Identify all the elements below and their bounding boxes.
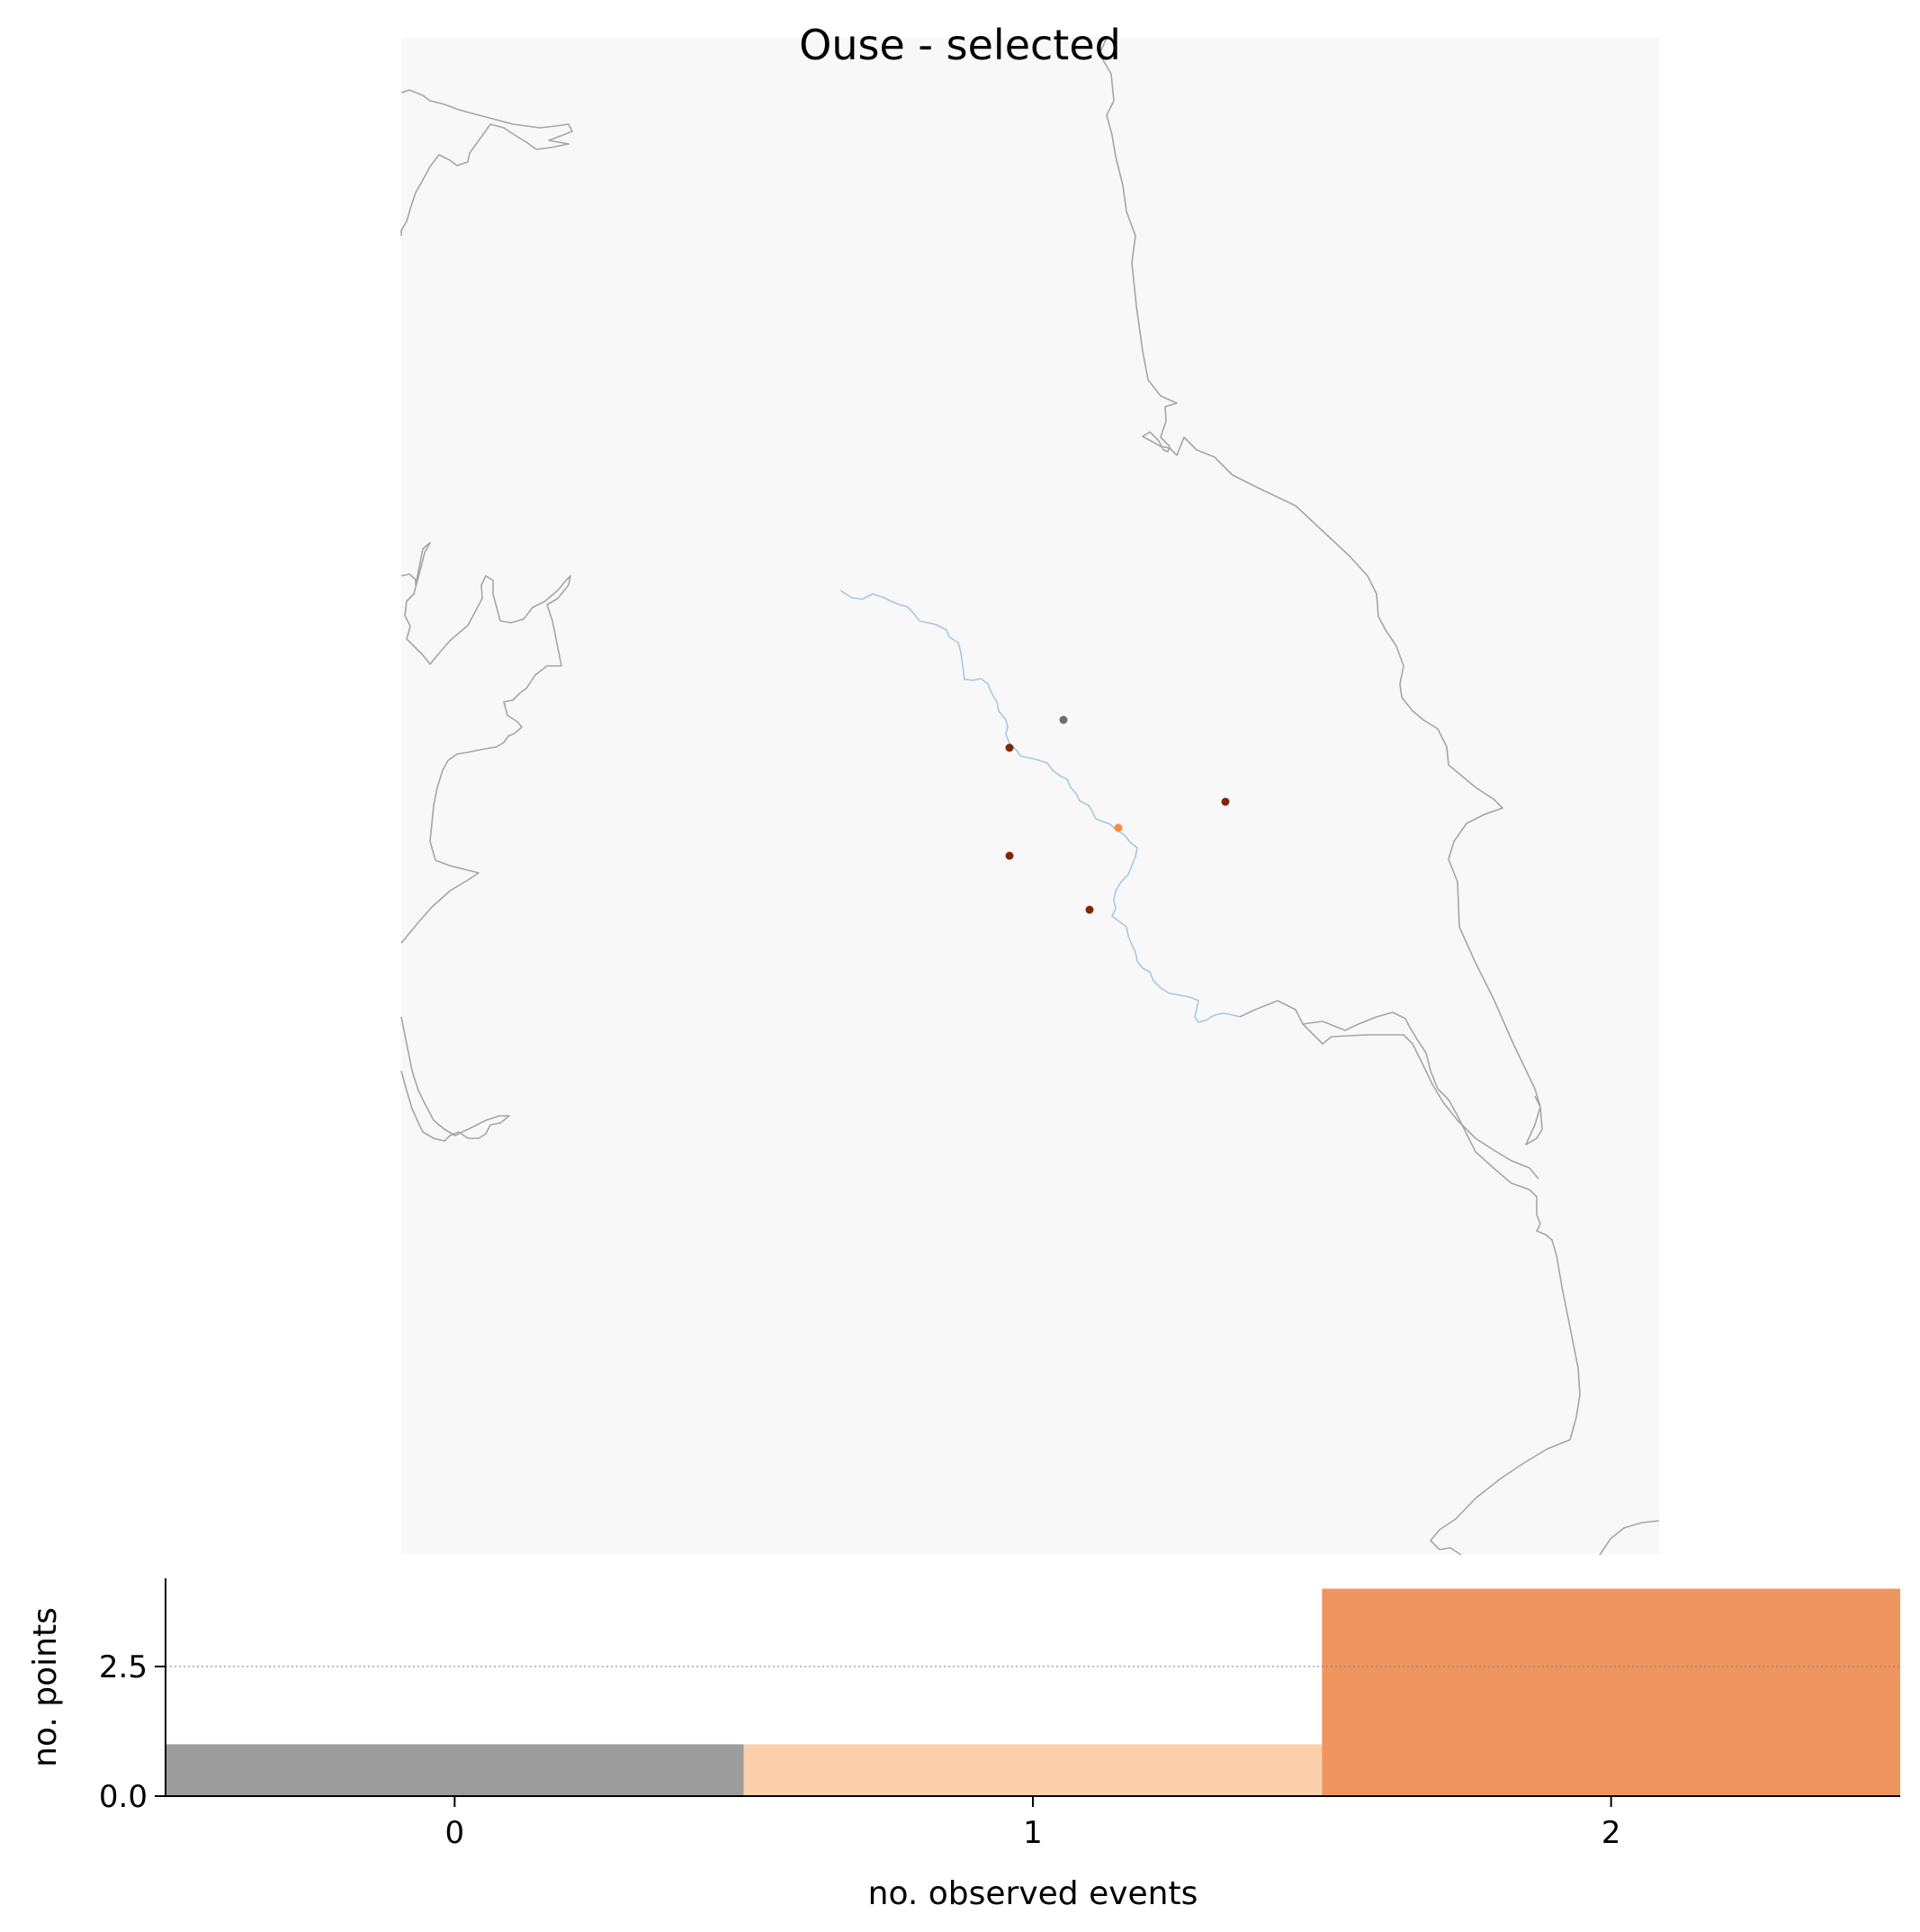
coastline-west-middle — [400, 542, 571, 944]
x-axis-label: no. observed events — [868, 1875, 1198, 1912]
coastline-west-south — [400, 1016, 510, 1142]
map-title: Ouse - selected — [799, 21, 1121, 69]
coastline-humber-south — [1302, 1023, 1539, 1180]
coastline-humber — [1239, 1000, 1581, 1556]
x-ticks: 0 1 2 — [445, 1796, 1621, 1851]
map-point — [1059, 715, 1068, 724]
y-tick-label: 2.5 — [99, 1649, 148, 1685]
coastline-west-north — [400, 89, 573, 236]
x-tick-label: 1 — [1023, 1815, 1043, 1851]
bar-0 — [166, 1744, 744, 1796]
bar-1 — [743, 1744, 1323, 1796]
bar-2 — [1322, 1588, 1900, 1796]
map-background — [401, 38, 1659, 1554]
map-point — [1005, 743, 1014, 752]
river-ouse — [839, 589, 1241, 1023]
bars — [166, 1588, 1900, 1796]
y-axis-label: no. points — [27, 1607, 64, 1767]
y-tick-label: 0.0 — [99, 1779, 148, 1815]
map-point — [1005, 851, 1014, 860]
map-panel: Ouse - selected — [400, 21, 1660, 1556]
coastline — [400, 37, 1660, 1556]
x-tick-label: 2 — [1601, 1815, 1621, 1851]
y-ticks: 0.0 2.5 — [99, 1649, 166, 1815]
map-point — [1085, 905, 1094, 914]
coastline-east — [1099, 37, 1543, 1146]
bar-chart: 0.0 2.5 0 1 2 no. observed events no. point… — [27, 1578, 1900, 1912]
map-point — [1114, 823, 1123, 832]
x-tick-label: 0 — [445, 1815, 465, 1851]
map-point — [1221, 797, 1230, 806]
map-points — [1005, 715, 1230, 914]
coastline-wash — [1599, 1520, 1660, 1556]
